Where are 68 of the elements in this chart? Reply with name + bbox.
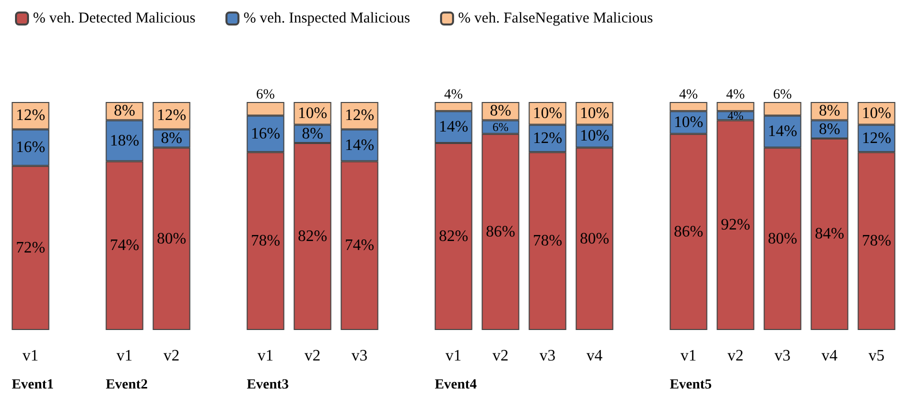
data-label: 4% — [444, 88, 464, 102]
data-label: 86% — [486, 223, 516, 240]
data-label: 12% — [156, 107, 186, 124]
data-label: 12% — [532, 130, 562, 147]
data-label: 8% — [160, 130, 182, 147]
x-tick-label: v2 — [728, 348, 744, 364]
x-tick-label: v3 — [540, 348, 556, 364]
data-label: 14% — [768, 123, 798, 140]
data-label: 6% — [256, 88, 276, 102]
x-tick-label: v1 — [446, 348, 462, 364]
data-label: 74% — [110, 237, 140, 254]
data-label: 12% — [862, 130, 892, 147]
legend-label: % veh. Detected Malicious — [33, 10, 196, 26]
data-label: 4% — [726, 88, 746, 102]
data-label: 82% — [298, 228, 328, 246]
x-tick-label: v1 — [258, 348, 274, 364]
data-label: 10% — [862, 104, 892, 122]
x-tick-label: v4 — [586, 348, 602, 364]
x-tick-label: v1 — [680, 348, 696, 364]
text: Event3 — [246, 378, 289, 392]
data-label: 8% — [818, 120, 840, 138]
data-label: 6% — [773, 88, 792, 102]
data-label: 16% — [16, 139, 46, 156]
x-tick-label: v4 — [822, 348, 838, 364]
legend-label: % veh. Inspected Malicious — [243, 10, 410, 26]
data-label: 74% — [344, 237, 374, 254]
data-label: 80% — [580, 230, 610, 248]
text: Event2 — [106, 378, 148, 392]
data-label: 10% — [298, 104, 328, 122]
data-label: 8% — [818, 102, 840, 120]
data-label: 82% — [438, 228, 468, 246]
data-label: 78% — [250, 232, 280, 250]
data-label: 8% — [302, 125, 324, 142]
x-tick-label: v5 — [868, 348, 884, 364]
data-label: 10% — [580, 104, 610, 122]
data-label: 10% — [532, 104, 562, 122]
x-tick-label: v1 — [22, 348, 38, 364]
data-label: 14% — [438, 118, 468, 136]
legend-label: % veh. FalseNegative Malicious — [458, 10, 654, 26]
data-label: 10% — [674, 114, 704, 132]
text: Event1 — [12, 378, 54, 392]
x-tick-label: v2 — [304, 348, 320, 364]
data-label: 86% — [674, 223, 704, 240]
text: Event4 — [434, 378, 477, 392]
data-label: 78% — [862, 232, 892, 250]
data-label: 12% — [344, 107, 374, 124]
x-tick-label: v3 — [774, 348, 790, 364]
data-label: 18% — [110, 132, 140, 150]
data-label: 6% — [492, 120, 508, 134]
data-label: 80% — [156, 230, 186, 248]
data-label: 78% — [532, 232, 562, 250]
data-label: 12% — [16, 107, 46, 124]
data-label: 16% — [250, 125, 280, 142]
data-label: 92% — [720, 216, 750, 234]
data-label: 84% — [814, 226, 844, 243]
x-tick-label: v1 — [116, 348, 132, 364]
data-label: 4% — [728, 108, 744, 123]
x-tick-label: v2 — [164, 348, 180, 364]
x-tick-label: v3 — [352, 348, 368, 364]
data-label: 80% — [768, 230, 798, 248]
text: Event5 — [670, 378, 712, 392]
data-label: 10% — [580, 128, 610, 145]
data-label: 14% — [344, 136, 374, 154]
data-label: 4% — [679, 88, 698, 102]
x-tick-label: v2 — [492, 348, 508, 364]
data-label: 8% — [114, 102, 136, 120]
data-label: 72% — [16, 239, 46, 256]
data-label: 8% — [490, 102, 512, 120]
